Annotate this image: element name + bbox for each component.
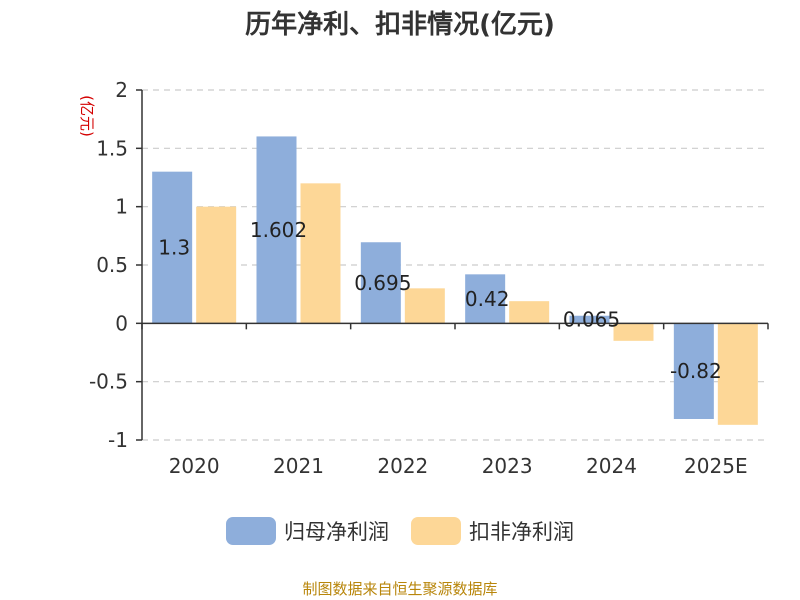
data-label: -0.82	[670, 359, 722, 383]
data-label: 0.42	[465, 287, 510, 311]
y-tick-label: 0	[115, 311, 128, 335]
legend-label-series-1: 归母净利润	[284, 520, 389, 544]
data-source-note: 制图数据来自恒生聚源数据库	[302, 580, 498, 598]
legend-label-series-2: 扣非净利润	[469, 520, 574, 544]
y-tick-label: -0.5	[89, 370, 128, 394]
x-tick-label: 2023	[482, 454, 533, 478]
data-label: 1.3	[158, 236, 190, 260]
bar-series-1	[673, 323, 714, 419]
y-tick-label: 0.5	[96, 253, 128, 277]
bar-series-1	[569, 315, 610, 324]
data-label: 1.602	[250, 218, 307, 242]
bar-series-1	[152, 171, 193, 324]
data-label: 0.695	[354, 271, 411, 295]
bar-series-2	[196, 206, 237, 324]
legend-swatch-series-2	[411, 517, 461, 545]
legend: 归母净利润 扣非净利润	[0, 516, 800, 546]
bar-series-2	[404, 288, 445, 324]
y-tick-label: 2	[115, 78, 128, 102]
bar-series-2	[717, 323, 758, 425]
x-tick-label: 2020	[169, 454, 220, 478]
x-tick-label: 2022	[377, 454, 428, 478]
bar-series-2	[300, 183, 341, 324]
y-tick-label: 1.5	[96, 136, 128, 160]
x-tick-label: 2021	[273, 454, 324, 478]
x-tick-label: 2024	[586, 454, 637, 478]
bar-series-2	[613, 323, 654, 341]
legend-swatch-series-1	[226, 517, 276, 545]
y-axis-label: (亿元)	[78, 95, 96, 137]
x-tick-label: 2025E	[684, 454, 748, 478]
bar-series-1	[360, 242, 401, 324]
bar-series-1	[465, 274, 506, 324]
data-label: 0.065	[563, 308, 620, 332]
y-tick-label: -1	[108, 428, 128, 452]
legend-item-series-1[interactable]: 归母净利润	[226, 516, 389, 546]
legend-item-series-2[interactable]: 扣非净利润	[411, 516, 574, 546]
bar-series-2	[509, 301, 550, 324]
y-tick-label: 1	[115, 195, 128, 219]
chart-title: 历年净利、扣非情况(亿元)	[245, 10, 555, 40]
bar-series-1	[256, 136, 297, 324]
